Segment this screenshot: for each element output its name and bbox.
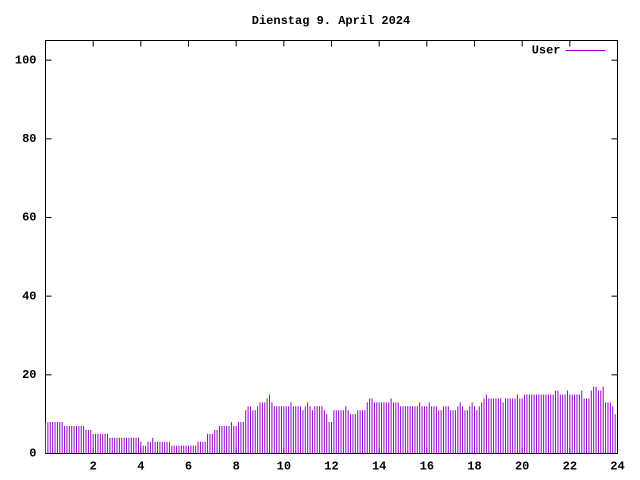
x-tick-label: 18 [467,460,481,474]
x-tick-label: 20 [515,460,529,474]
x-tick-label: 24 [610,460,624,474]
y-tick-label: 0 [29,447,36,461]
x-tick-label: 22 [563,460,577,474]
x-tick-label: 8 [233,460,240,474]
x-tick-label: 16 [420,460,434,474]
y-tick-label: 20 [22,368,36,382]
x-tick-label: 12 [324,460,338,474]
y-tick-label: 40 [22,289,36,303]
x-tick-label: 2 [90,460,97,474]
y-tick-label: 80 [22,132,36,146]
legend-label: User [532,44,561,58]
y-tick-label: 100 [15,53,37,67]
chart-title: Dienstag 9. April 2024 [252,14,410,28]
x-tick-label: 4 [137,460,144,474]
y-tick-label: 60 [22,211,36,225]
x-tick-label: 6 [185,460,192,474]
x-tick-label: 14 [372,460,386,474]
x-tick-label: 10 [277,460,291,474]
